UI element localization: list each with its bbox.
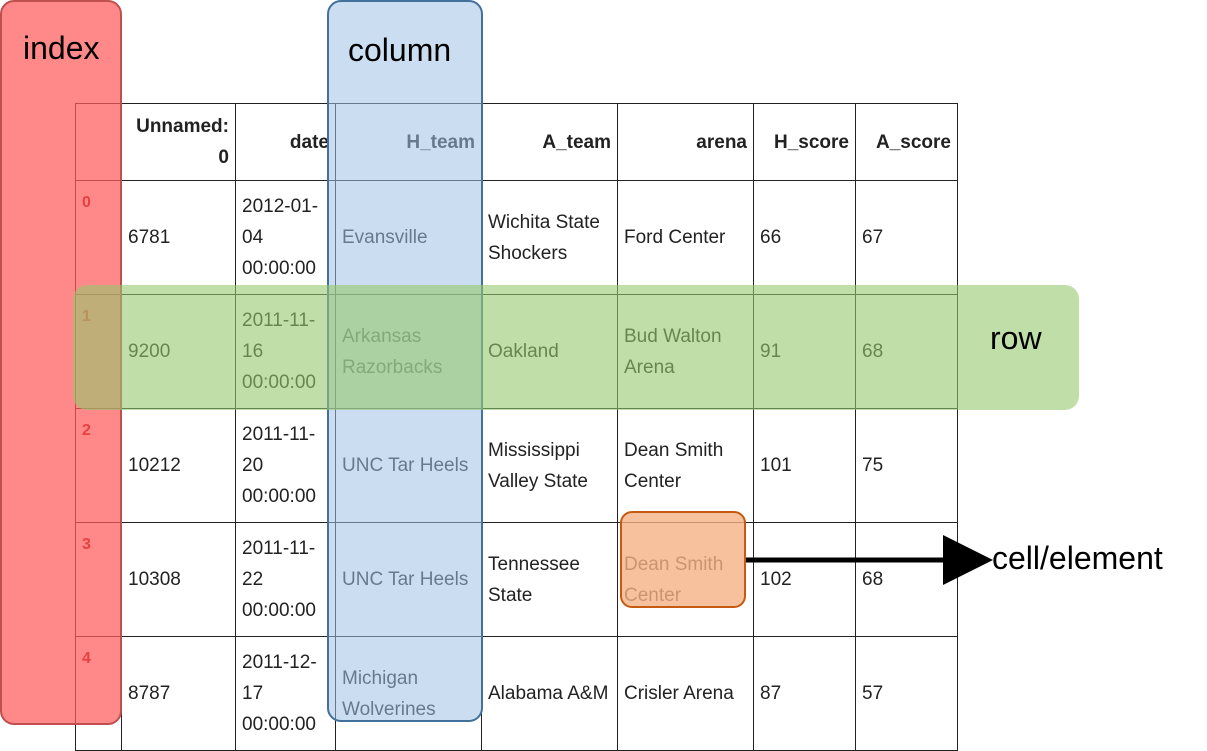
table-cell: Tennessee State: [481, 522, 618, 637]
column-label: column: [348, 32, 452, 68]
row-label: row: [990, 320, 1042, 356]
header-row: Unnamed: 0dateH_teamA_teamarenaH_scoreA_…: [75, 103, 958, 181]
table-cell: 10212: [121, 408, 236, 523]
header-cell: arena: [617, 103, 754, 181]
table-cell: Dean Smith Center: [617, 408, 754, 523]
table-cell: Wichita State Shockers: [481, 180, 618, 295]
cell-label: cell/element: [992, 540, 1163, 576]
table-cell: 67: [855, 180, 958, 295]
page: {"annotations": {"index": "index", "colu…: [0, 0, 1163, 751]
row-highlight: [73, 285, 1079, 410]
table-cell: 75: [855, 408, 958, 523]
header-cell: H_score: [753, 103, 856, 181]
table-cell: 10308: [121, 522, 236, 637]
arrow-layer: [746, 535, 993, 585]
index-label: index: [23, 30, 100, 66]
header-cell: A_team: [481, 103, 618, 181]
table-cell: 101: [753, 408, 856, 523]
cell-highlight: [620, 511, 746, 608]
table-cell: 6781: [121, 180, 236, 295]
header-cell: A_score: [855, 103, 958, 181]
table-cell: 2011-11-22 00:00:00: [235, 522, 336, 637]
table-cell: 2012-01-04 00:00:00: [235, 180, 336, 295]
table-cell: Ford Center: [617, 180, 754, 295]
table-cell: 66: [753, 180, 856, 295]
